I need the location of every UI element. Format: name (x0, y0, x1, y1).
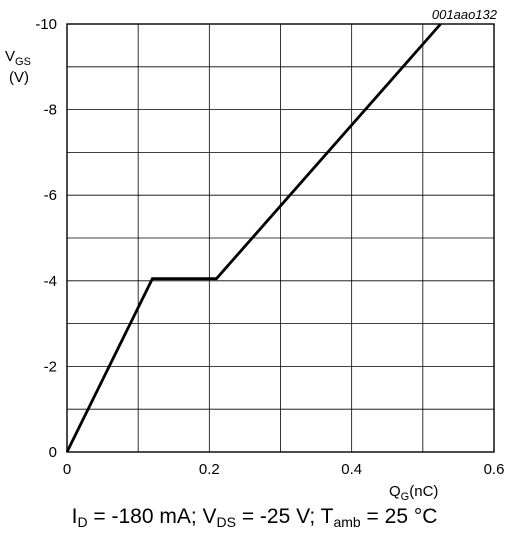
x-tick-label: 0.6 (484, 461, 505, 478)
x-tick-labels: 0 0.2 0.4 0.6 (63, 461, 505, 478)
x-tick-label: 0 (63, 461, 71, 478)
plot-frame (66, 23, 495, 453)
y-tick-label: -4 (44, 273, 57, 290)
y-tick-labels: 0 -2 -4 -6 -8 -10 (35, 16, 57, 461)
x-tick-label: 0.4 (341, 461, 362, 478)
y-tick-label: -10 (35, 16, 57, 33)
y-tick-label: -2 (44, 358, 57, 375)
grid-lines (67, 24, 494, 452)
gate-charge-chart: 0 0.2 0.4 0.6 0 -2 -4 -6 -8 -10 001aao132 VGS (V… (5, 7, 505, 500)
x-axis-label: QG(nC) (389, 483, 438, 500)
series-line (65, 23, 442, 453)
y-tick-label: -8 (44, 102, 57, 119)
x-tick-label: 0.2 (199, 461, 220, 478)
y-axis-unit: (V) (9, 69, 29, 86)
y-axis-label: VGS (5, 48, 31, 68)
figure-reference: 001aao132 (432, 7, 498, 22)
y-tick-label: 0 (49, 444, 57, 461)
test-conditions: ID = -180 mA; VDS = -25 V; Tamb = 25 °C (71, 505, 438, 530)
y-tick-label: -6 (44, 187, 57, 204)
